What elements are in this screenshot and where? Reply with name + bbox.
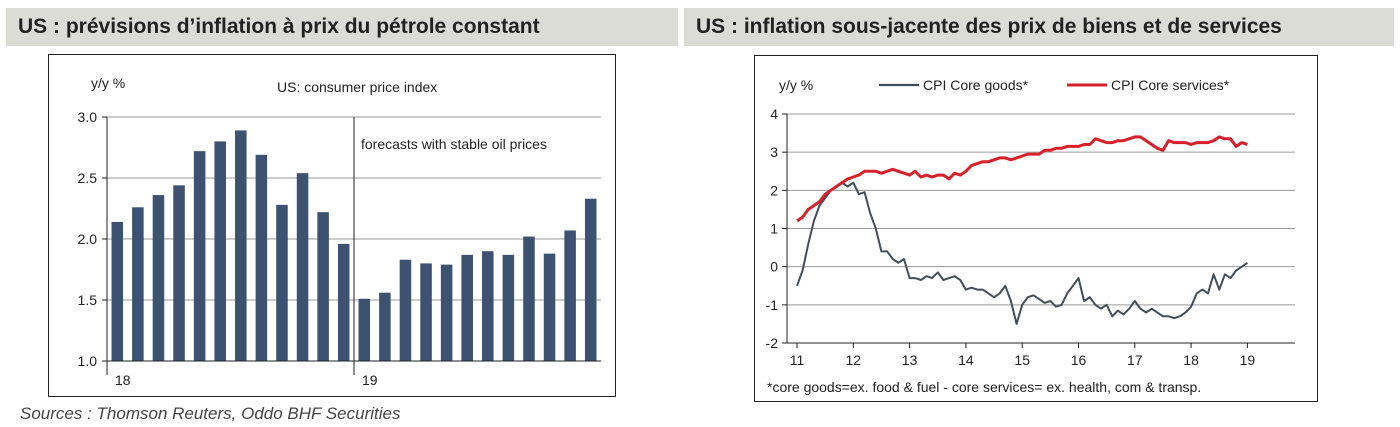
left-y-unit-label: y/y %	[91, 75, 125, 91]
cpi-bar	[296, 173, 309, 361]
sources-note: Sources : Thomson Reuters, Oddo BHF Secu…	[20, 404, 401, 423]
left-y-tick-label: 1.0	[78, 353, 98, 369]
cpi-forecast-bar-chart: y/y % US: consumer price index forecasts…	[78, 75, 601, 388]
cpi-bar	[482, 251, 494, 361]
right-y-unit-label: y/y %	[779, 77, 813, 93]
cpi-bar	[440, 264, 453, 361]
left-y-tick-label: 2.5	[78, 170, 98, 186]
cpi-bar	[461, 254, 473, 361]
right-chart-header: US : inflation sous-jacente des prix de …	[684, 8, 1394, 46]
left-chart-title: US : prévisions d’inflation à prix du pé…	[18, 15, 540, 38]
legend-services-label: CPI Core services*	[1111, 77, 1230, 93]
left-y-tick-label: 2.0	[78, 231, 98, 247]
cpi-bar	[379, 292, 391, 361]
cpi-bar	[276, 204, 288, 361]
cpi-bar	[152, 195, 165, 361]
right-y-tick-label: -2	[766, 335, 779, 351]
cpi-bar	[255, 154, 268, 361]
core-inflation-chart-frame: y/y % CPI Core goods* CPI Core services*…	[754, 55, 1318, 402]
cpi-bar	[132, 207, 144, 361]
left-chart-header: US : prévisions d’inflation à prix du pé…	[6, 8, 678, 46]
right-y-tick-label: 4	[770, 106, 778, 122]
cpi-bar	[420, 263, 432, 361]
cpi-bar	[399, 259, 412, 361]
left-x-tick-label: 19	[362, 372, 378, 388]
left-chart-inner-title: US: consumer price index	[277, 79, 437, 95]
right-y-tick-label: 0	[770, 259, 778, 275]
right-x-tick-label: 12	[846, 352, 862, 368]
forecast-annotation: forecasts with stable oil prices	[361, 136, 547, 152]
cpi-bar	[502, 254, 515, 361]
cpi-bar	[564, 230, 576, 361]
right-y-tick-label: -1	[766, 297, 779, 313]
left-y-tick-label: 1.5	[78, 292, 98, 308]
right-chart-title: US : inflation sous-jacente des prix de …	[696, 15, 1282, 38]
cpi-bar	[358, 298, 371, 361]
cpi-bar	[584, 198, 597, 361]
right-x-tick-label: 19	[1240, 352, 1256, 368]
core-inflation-line-chart: y/y % CPI Core goods* CPI Core services*…	[766, 77, 1295, 395]
cpi-bar	[193, 151, 206, 361]
cpi-bar	[214, 141, 226, 361]
right-chart-footnote: *core goods=ex. food & fuel - core servi…	[767, 379, 1201, 395]
cpi-bar	[173, 185, 185, 361]
cpi-bar	[111, 221, 124, 361]
cpi-forecast-chart-frame: y/y % US: consumer price index forecasts…	[48, 54, 616, 397]
core-goods-line	[796, 181, 1248, 325]
cpi-bar	[235, 130, 247, 361]
cpi-bar	[543, 253, 556, 361]
right-x-tick-label: 13	[902, 352, 918, 368]
right-x-tick-label: 16	[1071, 352, 1087, 368]
legend-goods-label: CPI Core goods*	[923, 77, 1029, 93]
right-x-tick-label: 17	[1127, 352, 1143, 368]
right-y-tick-label: 3	[770, 144, 778, 160]
right-x-tick-label: 11	[790, 352, 805, 368]
core-services-line	[796, 135, 1248, 223]
cpi-bar	[523, 236, 535, 361]
cpi-bar	[337, 243, 350, 361]
right-x-tick-label: 15	[1014, 352, 1030, 368]
right-y-tick-label: 1	[770, 221, 778, 237]
left-x-tick-label: 18	[115, 372, 131, 388]
right-y-tick-label: 2	[770, 182, 778, 198]
cpi-bar	[317, 212, 329, 361]
right-x-tick-label: 14	[958, 352, 974, 368]
left-y-tick-label: 3.0	[78, 109, 98, 125]
right-x-tick-label: 18	[1183, 352, 1199, 368]
